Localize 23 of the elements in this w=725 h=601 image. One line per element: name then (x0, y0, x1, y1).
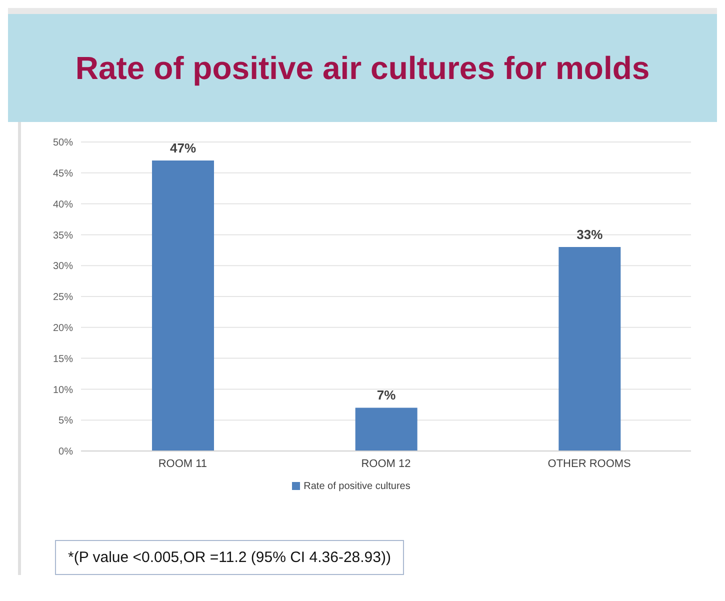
data-label: 33% (576, 227, 604, 242)
y-tick-label: 30% (52, 261, 74, 272)
y-tick-label: 50% (52, 138, 74, 149)
bar (355, 408, 418, 451)
x-tick-label: ROOM 11 (158, 458, 208, 470)
chart-title: Rate of positive air cultures for molds (75, 50, 650, 86)
x-tick-label: OTHER ROOMS (548, 458, 631, 470)
y-tick-label: 5% (58, 416, 74, 427)
text: *(P value <0.005,OR =11.2 (95% CI 4.36-28.93)) (55, 540, 404, 575)
y-tick-label: 25% (52, 292, 74, 304)
bar (558, 247, 621, 451)
y-tick-label: 20% (52, 322, 74, 334)
data-label: 47% (170, 140, 196, 156)
y-tick-label: 0% (58, 446, 74, 458)
bar (152, 160, 214, 451)
y-tick-label: 10% (52, 384, 74, 396)
x-tick-label: ROOM 12 (361, 458, 411, 470)
data-label: 7% (376, 388, 396, 403)
y-tick-label: 15% (52, 354, 74, 365)
y-tick-label: 40% (52, 199, 74, 210)
y-tick-label: 35% (52, 230, 74, 242)
y-tick-label: 45% (52, 168, 74, 180)
legend-label: Rate of positive cultures (304, 481, 410, 492)
